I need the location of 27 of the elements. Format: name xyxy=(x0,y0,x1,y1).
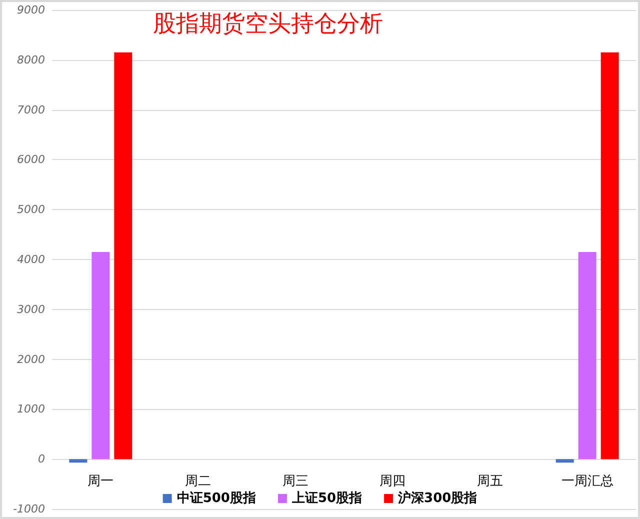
y-tick-label: 7000 xyxy=(17,103,45,116)
y-tick-label: 4000 xyxy=(17,253,45,266)
bar xyxy=(114,52,132,460)
y-tick-label: -1000 xyxy=(13,502,45,516)
bar xyxy=(578,252,596,460)
legend-label: 上证50股指 xyxy=(290,491,362,506)
x-tick-label: 周二 xyxy=(185,474,211,490)
legend-label: 中证500股指 xyxy=(176,491,256,506)
bar xyxy=(600,52,619,460)
x-tick-label: 一周汇总 xyxy=(561,474,614,490)
bar xyxy=(92,252,110,460)
y-tick-label: 2000 xyxy=(17,352,45,366)
y-tick-label: 0 xyxy=(38,452,45,466)
y-tick-label: 9000 xyxy=(17,4,45,16)
x-tick-label: 周一 xyxy=(88,474,114,490)
x-tick-label: 周三 xyxy=(282,474,308,490)
chart-title: 股指期货空头持仓分析 xyxy=(153,11,383,36)
legend-label: 沪深300股指 xyxy=(397,490,478,506)
y-tick-label: 1000 xyxy=(17,402,45,416)
y-tick-label: 3000 xyxy=(17,302,45,316)
y-tick-label: 5000 xyxy=(17,203,45,216)
bar xyxy=(69,459,88,463)
y-tick-label: 8000 xyxy=(17,53,45,66)
y-tick-label: 6000 xyxy=(17,153,45,166)
bar xyxy=(556,459,574,463)
x-tick-label: 周四 xyxy=(380,474,406,490)
x-tick-label: 周五 xyxy=(477,474,503,490)
